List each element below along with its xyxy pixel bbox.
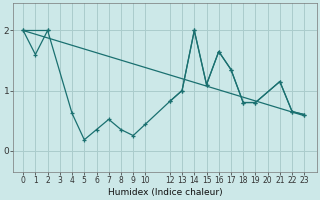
X-axis label: Humidex (Indice chaleur): Humidex (Indice chaleur) [108, 188, 222, 197]
